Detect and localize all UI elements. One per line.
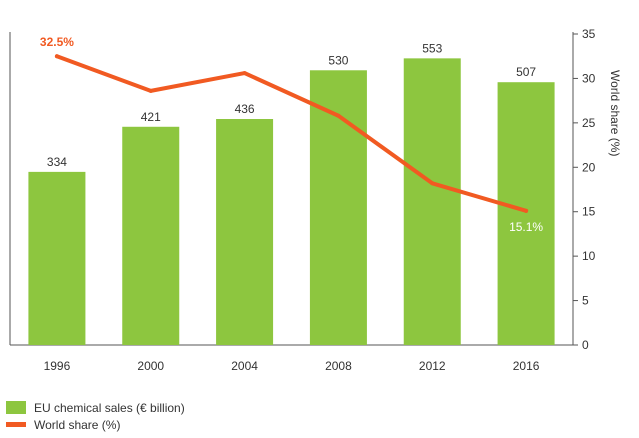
right-tick-0: 0 <box>582 338 589 352</box>
annotation-2016: 15.1% <box>509 220 543 234</box>
right-tick-10: 10 <box>582 249 596 263</box>
bar-label-2012: 553 <box>422 41 442 55</box>
x-tick-1996: 1996 <box>44 359 71 373</box>
bar-label-2016: 507 <box>516 65 536 79</box>
bar-label-2004: 436 <box>235 102 255 116</box>
world-share-point-2016 <box>524 208 529 213</box>
world-share-point-2004 <box>242 71 247 76</box>
world-share-point-2008 <box>336 113 341 118</box>
right-axis-ticks: 0 5 10 15 20 25 30 35 <box>573 27 596 352</box>
bar-label-2008: 530 <box>328 53 348 67</box>
world-share-point-2012 <box>430 181 435 186</box>
world-share-line <box>54 54 529 213</box>
x-axis-ticks: 1996 2000 2004 2008 2012 2016 <box>44 359 540 373</box>
line-annotations: 32.5% 15.1% <box>40 35 544 234</box>
legend-line-label: World share (%) <box>34 417 121 432</box>
legend-bar-label: EU chemical sales (€ billion) <box>34 400 185 415</box>
x-tick-2000: 2000 <box>137 359 164 373</box>
bar-series <box>28 58 555 346</box>
right-tick-35: 35 <box>582 27 596 41</box>
right-axis-title: World share (%) <box>608 70 622 156</box>
x-tick-2004: 2004 <box>231 359 258 373</box>
x-tick-2016: 2016 <box>513 359 540 373</box>
bar-2008 <box>309 70 367 346</box>
right-tick-5: 5 <box>582 294 589 308</box>
bar-2016 <box>497 82 555 345</box>
bar-data-labels: 334 421 436 530 553 507 <box>47 41 537 169</box>
bar-1996 <box>28 171 86 345</box>
legend-item-line: World share (%) <box>6 416 185 433</box>
legend: EU chemical sales (€ billion) World shar… <box>6 399 185 433</box>
legend-bar-swatch <box>6 401 26 414</box>
bar-2000 <box>122 126 180 345</box>
bar-2012 <box>403 58 461 346</box>
x-tick-2012: 2012 <box>419 359 446 373</box>
world-share-point-2000 <box>148 88 153 93</box>
right-tick-25: 25 <box>582 116 596 130</box>
right-tick-20: 20 <box>582 160 596 174</box>
annotation-1996: 32.5% <box>40 35 74 49</box>
bar-label-2000: 421 <box>141 110 161 124</box>
legend-line-swatch <box>6 422 26 427</box>
x-tick-2008: 2008 <box>325 359 352 373</box>
world-share-series <box>54 54 529 213</box>
right-tick-15: 15 <box>582 205 596 219</box>
right-tick-30: 30 <box>582 71 596 85</box>
bar-label-1996: 334 <box>47 155 67 169</box>
bar-2004 <box>216 119 274 345</box>
legend-item-bar: EU chemical sales (€ billion) <box>6 399 185 416</box>
world-share-point-1996 <box>54 54 59 59</box>
